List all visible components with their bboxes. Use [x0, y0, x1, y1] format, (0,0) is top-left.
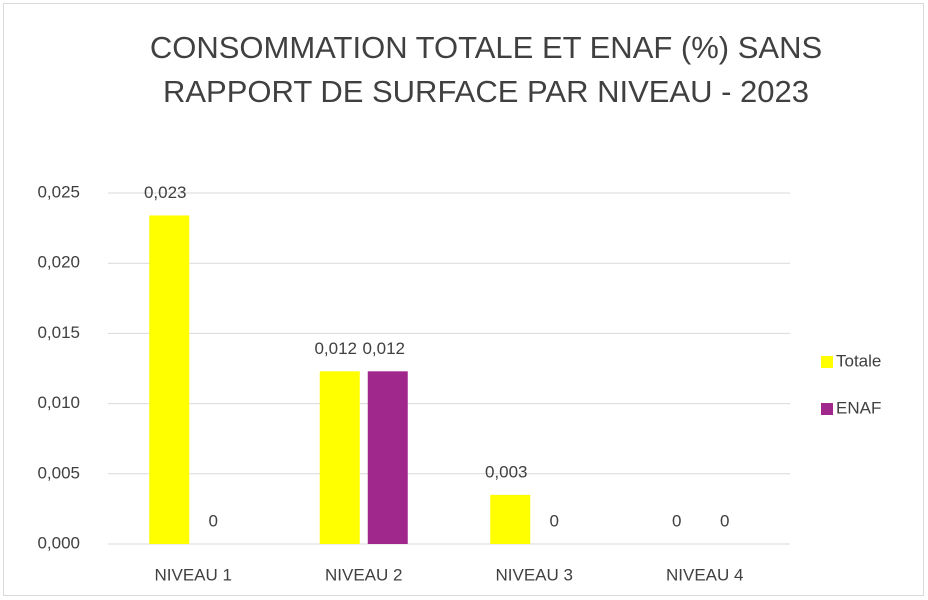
data-label: 0: [550, 511, 559, 530]
y-tick-label: 0,020: [37, 253, 80, 272]
legend-label: ENAF: [836, 398, 881, 417]
bar: [319, 371, 360, 544]
y-tick-label: 0,010: [37, 393, 80, 412]
data-label: 0: [672, 511, 681, 530]
y-tick-label: 0,015: [37, 323, 80, 342]
data-label: 0: [209, 511, 218, 530]
y-tick-label: 0,025: [37, 182, 80, 201]
legend-swatch: [821, 356, 833, 368]
x-tick-label: NIVEAU 3: [496, 565, 573, 584]
data-label: 0,012: [362, 339, 405, 358]
y-tick-label: 0,005: [37, 463, 80, 482]
x-tick-label: NIVEAU 2: [325, 565, 402, 584]
y-tick-label: 0,000: [37, 533, 80, 552]
bar: [149, 215, 190, 545]
legend-label: Totale: [836, 351, 881, 370]
bar: [367, 371, 408, 544]
data-label: 0: [720, 511, 729, 530]
bar: [490, 494, 531, 544]
x-tick-label: NIVEAU 1: [155, 565, 232, 584]
chart-title: CONSOMMATION TOTALE ET ENAF (%) SANS RAP…: [149, 30, 823, 109]
data-label: 0,023: [144, 183, 187, 202]
data-label: 0,003: [485, 462, 528, 481]
legend-swatch: [821, 403, 833, 415]
x-tick-label: NIVEAU 4: [666, 565, 743, 584]
data-label: 0,012: [314, 339, 357, 358]
